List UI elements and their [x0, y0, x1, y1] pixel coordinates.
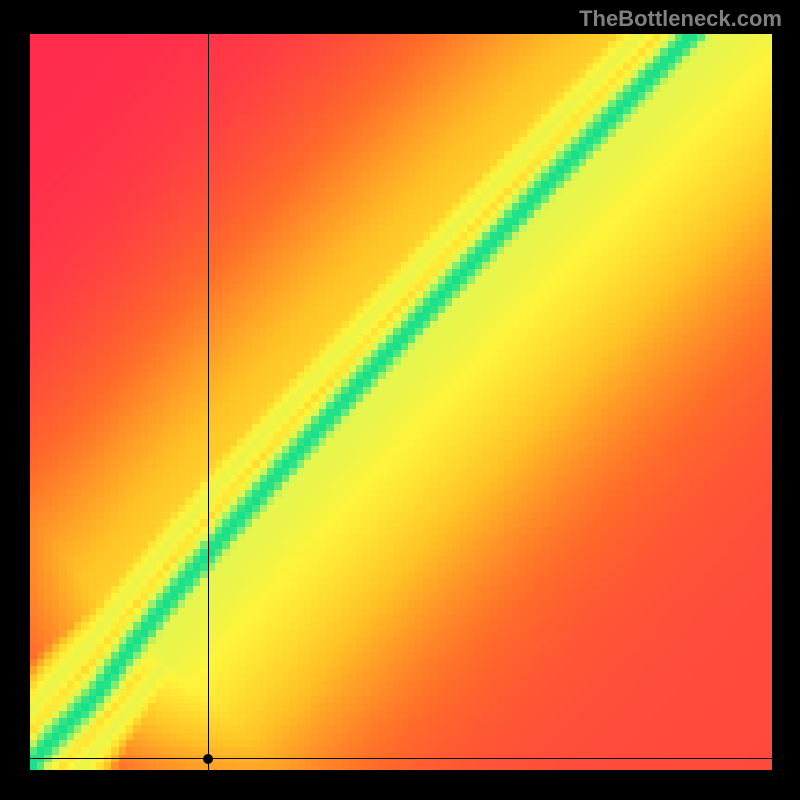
crosshair-horizontal-line: [30, 758, 772, 759]
watermark-text: TheBottleneck.com: [579, 6, 782, 32]
bottleneck-heatmap: [30, 34, 772, 770]
crosshair-marker-dot: [203, 754, 213, 764]
crosshair-vertical-line: [208, 34, 209, 770]
